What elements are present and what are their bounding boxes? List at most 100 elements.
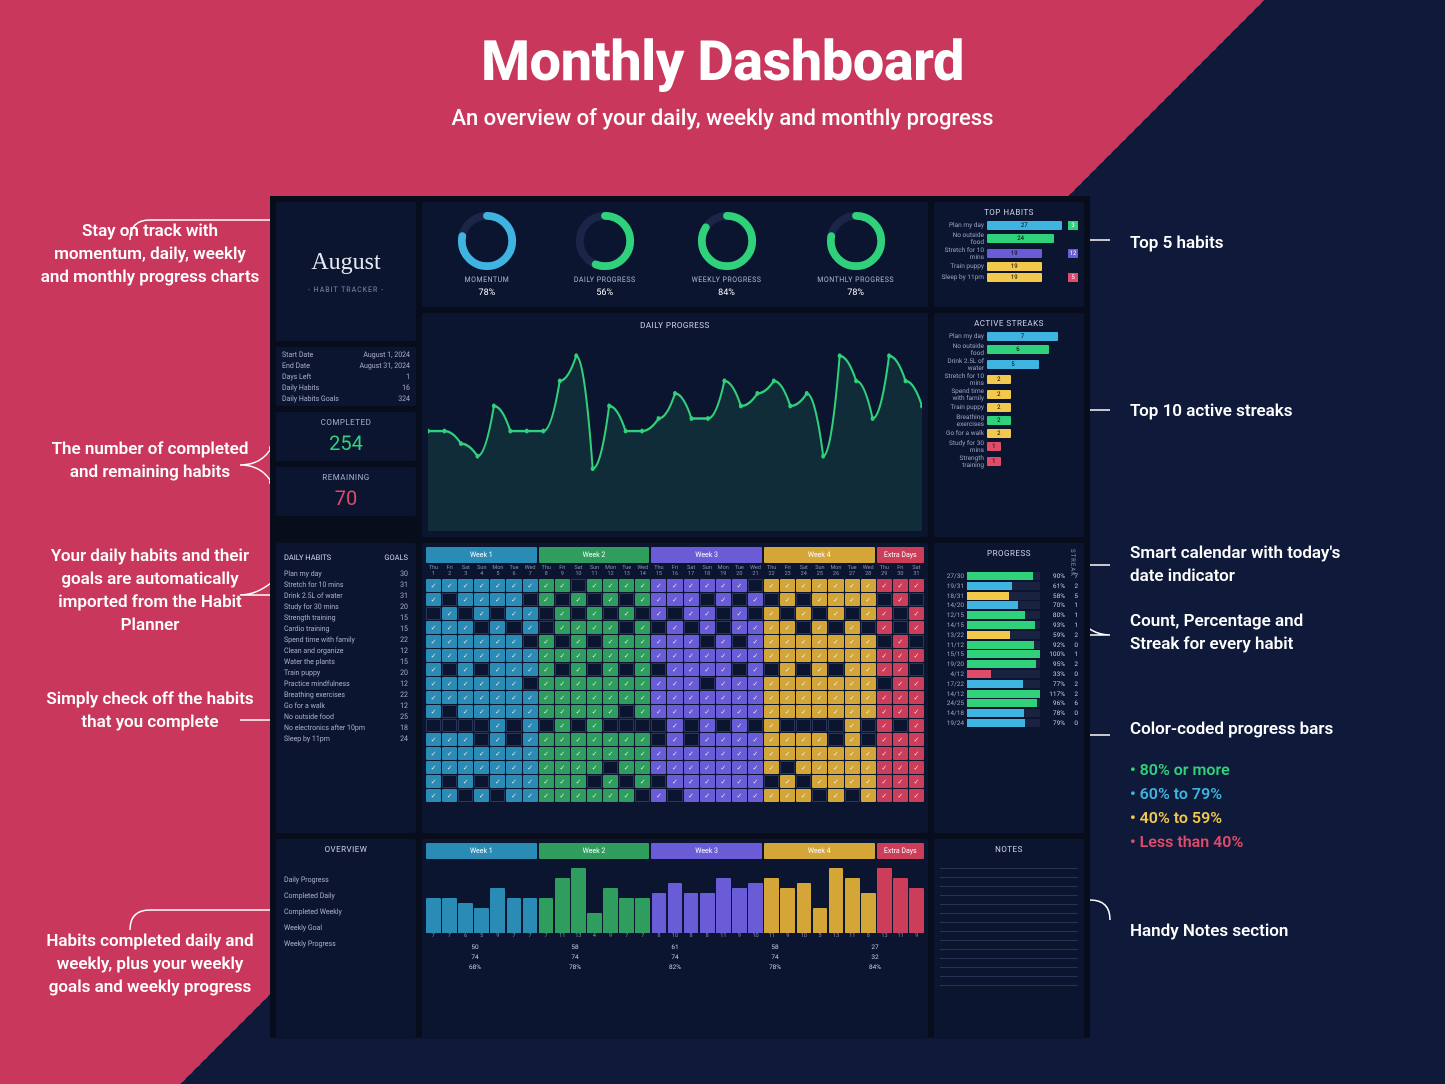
- calendar-cell[interactable]: [587, 691, 602, 704]
- week-tab[interactable]: Week 1: [426, 843, 537, 859]
- calendar-cell[interactable]: [812, 691, 827, 704]
- calendar-cell[interactable]: [812, 635, 827, 648]
- calendar-cell[interactable]: [845, 761, 860, 774]
- calendar-cell[interactable]: [555, 593, 570, 606]
- calendar-cell[interactable]: [796, 789, 811, 802]
- calendar-cell[interactable]: [861, 747, 876, 760]
- calendar-cell[interactable]: [635, 579, 650, 592]
- week-tab[interactable]: Week 3: [651, 547, 762, 563]
- calendar-cell[interactable]: [828, 733, 843, 746]
- calendar-cell[interactable]: [555, 761, 570, 774]
- calendar-cell[interactable]: [635, 649, 650, 662]
- calendar-cell[interactable]: [587, 635, 602, 648]
- calendar-cell[interactable]: [748, 733, 763, 746]
- calendar-cell[interactable]: [748, 705, 763, 718]
- calendar-cell[interactable]: [909, 607, 924, 620]
- calendar-cell[interactable]: [893, 733, 908, 746]
- calendar-cell[interactable]: [828, 579, 843, 592]
- calendar-cell[interactable]: [764, 677, 779, 690]
- calendar-cell[interactable]: [587, 733, 602, 746]
- calendar-cell[interactable]: [587, 593, 602, 606]
- calendar-cell[interactable]: [603, 747, 618, 760]
- calendar-cell[interactable]: [828, 607, 843, 620]
- calendar-cell[interactable]: [635, 593, 650, 606]
- calendar-cell[interactable]: [893, 663, 908, 676]
- calendar-cell[interactable]: [539, 747, 554, 760]
- calendar-cell[interactable]: [845, 691, 860, 704]
- calendar-cell[interactable]: [780, 705, 795, 718]
- calendar-cell[interactable]: [442, 607, 457, 620]
- calendar-cell[interactable]: [845, 733, 860, 746]
- calendar-cell[interactable]: [426, 747, 441, 760]
- calendar-cell[interactable]: [812, 789, 827, 802]
- calendar-cell[interactable]: [426, 677, 441, 690]
- calendar-cell[interactable]: [780, 635, 795, 648]
- calendar-cell[interactable]: [667, 677, 682, 690]
- calendar-cell[interactable]: [845, 705, 860, 718]
- calendar-cell[interactable]: [523, 677, 538, 690]
- calendar-cell[interactable]: [764, 649, 779, 662]
- calendar-cell[interactable]: [490, 789, 505, 802]
- calendar-cell[interactable]: [539, 649, 554, 662]
- calendar-cell[interactable]: [635, 621, 650, 634]
- calendar-cell[interactable]: [571, 579, 586, 592]
- calendar-cell[interactable]: [748, 691, 763, 704]
- calendar-cell[interactable]: [458, 579, 473, 592]
- calendar-cell[interactable]: [587, 607, 602, 620]
- calendar-cell[interactable]: [909, 663, 924, 676]
- calendar-cell[interactable]: [796, 635, 811, 648]
- calendar-cell[interactable]: [506, 705, 521, 718]
- calendar-cell[interactable]: [539, 789, 554, 802]
- calendar-cell[interactable]: [651, 775, 666, 788]
- calendar-cell[interactable]: [684, 579, 699, 592]
- calendar-cell[interactable]: [506, 607, 521, 620]
- calendar-cell[interactable]: [684, 649, 699, 662]
- calendar-cell[interactable]: [732, 789, 747, 802]
- calendar-cell[interactable]: [571, 635, 586, 648]
- calendar-cell[interactable]: [506, 593, 521, 606]
- calendar-cell[interactable]: [700, 677, 715, 690]
- calendar-cell[interactable]: [877, 649, 892, 662]
- calendar-cell[interactable]: [828, 635, 843, 648]
- calendar-cell[interactable]: [603, 649, 618, 662]
- calendar-cell[interactable]: [780, 761, 795, 774]
- calendar-cell[interactable]: [667, 747, 682, 760]
- calendar-cell[interactable]: [490, 621, 505, 634]
- week-tab[interactable]: Week 1: [426, 547, 537, 563]
- calendar-cell[interactable]: [845, 621, 860, 634]
- calendar-cell[interactable]: [555, 677, 570, 690]
- calendar-cell[interactable]: [748, 761, 763, 774]
- calendar-cell[interactable]: [764, 635, 779, 648]
- calendar-cell[interactable]: [523, 705, 538, 718]
- calendar-cell[interactable]: [764, 789, 779, 802]
- calendar-cell[interactable]: [877, 663, 892, 676]
- calendar-cell[interactable]: [748, 635, 763, 648]
- calendar-cell[interactable]: [571, 663, 586, 676]
- calendar-cell[interactable]: [828, 663, 843, 676]
- calendar-cell[interactable]: [845, 747, 860, 760]
- calendar-cell[interactable]: [700, 789, 715, 802]
- calendar-cell[interactable]: [861, 621, 876, 634]
- calendar-cell[interactable]: [667, 579, 682, 592]
- calendar-cell[interactable]: [603, 607, 618, 620]
- calendar-cell[interactable]: [506, 579, 521, 592]
- calendar-cell[interactable]: [571, 621, 586, 634]
- calendar-cell[interactable]: [828, 677, 843, 690]
- calendar-cell[interactable]: [796, 579, 811, 592]
- calendar-cell[interactable]: [619, 761, 634, 774]
- calendar-cell[interactable]: [523, 789, 538, 802]
- calendar-cell[interactable]: [845, 579, 860, 592]
- calendar-cell[interactable]: [812, 663, 827, 676]
- calendar-cell[interactable]: [796, 593, 811, 606]
- calendar-cell[interactable]: [587, 775, 602, 788]
- calendar-cell[interactable]: [523, 747, 538, 760]
- calendar-cell[interactable]: [458, 635, 473, 648]
- calendar-cell[interactable]: [667, 593, 682, 606]
- calendar-cell[interactable]: [828, 691, 843, 704]
- calendar-cell[interactable]: [523, 593, 538, 606]
- calendar-cell[interactable]: [458, 593, 473, 606]
- calendar-cell[interactable]: [651, 747, 666, 760]
- calendar-cell[interactable]: [506, 663, 521, 676]
- calendar-cell[interactable]: [506, 733, 521, 746]
- calendar-cell[interactable]: [603, 789, 618, 802]
